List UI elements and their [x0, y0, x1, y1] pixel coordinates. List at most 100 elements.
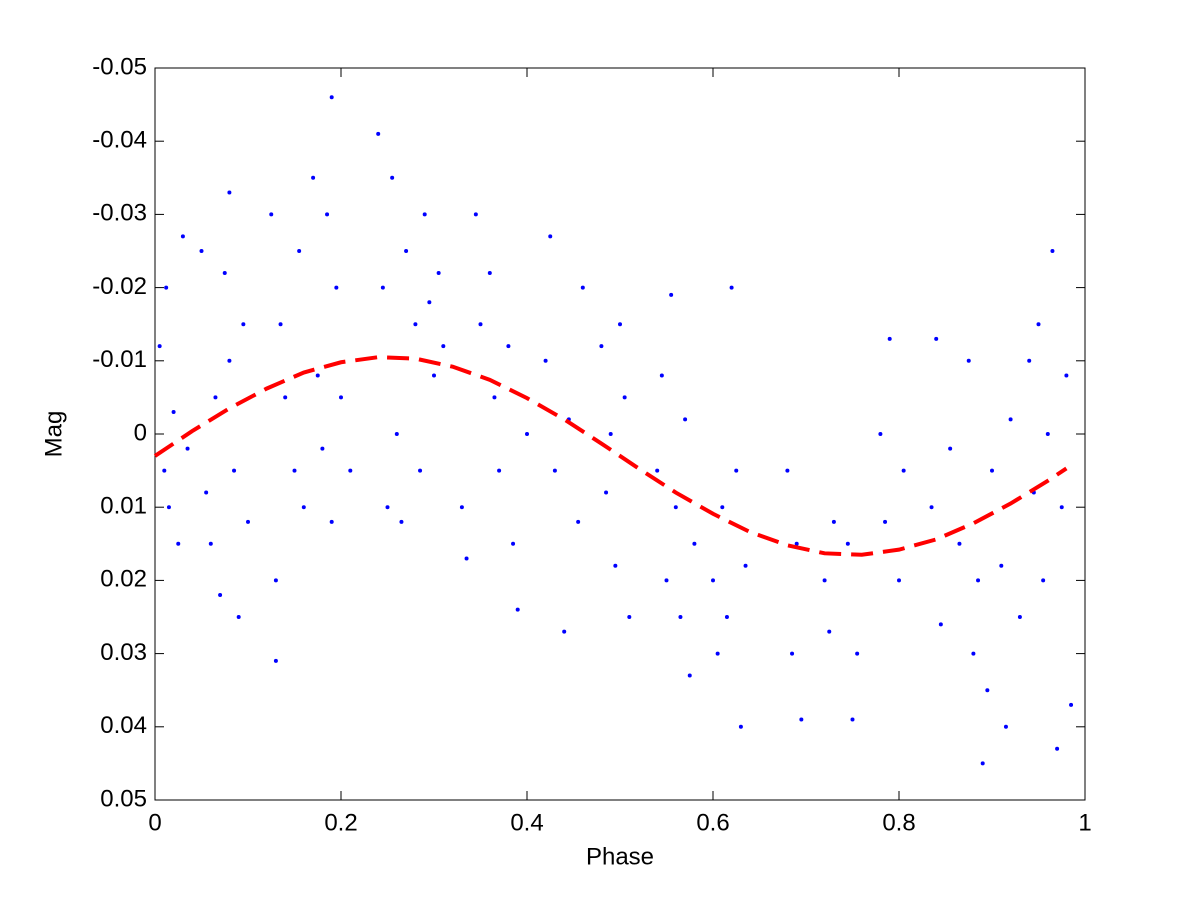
- data-point: [729, 285, 734, 290]
- data-point: [204, 490, 209, 495]
- data-point: [929, 505, 934, 510]
- data-point: [799, 717, 804, 722]
- y-tick-label: 0.01: [100, 493, 147, 520]
- data-point: [166, 505, 171, 510]
- data-point: [459, 505, 464, 510]
- data-point: [162, 468, 167, 473]
- data-point: [887, 336, 892, 341]
- data-point: [678, 615, 683, 619]
- data-point: [692, 541, 697, 546]
- data-point: [669, 292, 674, 297]
- data-point: [576, 519, 581, 524]
- data-point: [199, 249, 204, 253]
- data-point: [427, 300, 432, 305]
- data-point: [222, 270, 227, 275]
- data-point: [292, 468, 297, 473]
- x-tick-label: 0.8: [882, 809, 915, 836]
- data-point: [948, 446, 953, 451]
- data-point: [720, 505, 725, 510]
- data-point: [487, 270, 492, 275]
- data-point: [278, 322, 283, 327]
- data-point: [506, 344, 511, 349]
- data-point: [673, 505, 678, 510]
- data-point: [171, 410, 176, 415]
- data-point: [376, 131, 381, 136]
- data-point: [464, 556, 469, 561]
- data-point: [511, 541, 516, 546]
- y-tick-label: 0.04: [100, 712, 147, 739]
- data-point: [790, 651, 795, 656]
- data-point: [822, 578, 827, 583]
- data-point: [157, 344, 162, 349]
- data-point: [901, 468, 906, 473]
- x-tick-label: 0.4: [510, 809, 543, 836]
- data-point: [618, 322, 622, 327]
- data-point: [1041, 578, 1046, 583]
- data-point: [711, 578, 715, 583]
- data-point: [422, 212, 427, 217]
- data-point: [227, 190, 232, 195]
- data-point: [976, 578, 981, 583]
- data-point: [999, 563, 1004, 568]
- data-point: [283, 395, 288, 400]
- data-point: [297, 249, 302, 253]
- y-tick-label: 0.03: [100, 639, 147, 666]
- data-point: [1069, 702, 1074, 707]
- y-axis-label: Mag: [40, 411, 67, 458]
- data-point: [743, 563, 748, 568]
- data-point: [404, 249, 409, 253]
- data-point: [850, 717, 855, 722]
- fit-line: [153, 355, 1068, 557]
- data-point: [390, 175, 395, 180]
- data-point: [1008, 417, 1013, 422]
- data-point: [236, 615, 241, 619]
- data-point: [664, 578, 669, 583]
- data-point: [492, 395, 497, 400]
- data-point: [329, 519, 334, 524]
- data-point: [311, 175, 316, 180]
- data-point: [432, 373, 436, 378]
- data-point: [543, 358, 548, 363]
- data-point: [441, 344, 446, 349]
- data-point: [320, 446, 325, 451]
- data-point: [525, 432, 529, 436]
- data-point: [325, 212, 330, 217]
- data-point: [827, 629, 832, 634]
- y-tick-label: -0.01: [92, 346, 147, 373]
- data-point: [580, 285, 585, 290]
- data-point: [1017, 615, 1022, 619]
- data-point: [176, 541, 181, 546]
- x-tick-label: 0: [148, 809, 161, 836]
- data-point: [269, 212, 274, 217]
- data-point: [552, 468, 557, 473]
- data-point: [329, 95, 334, 100]
- y-tick-label: -0.02: [92, 273, 147, 300]
- data-point: [683, 417, 688, 422]
- data-point: [734, 468, 739, 473]
- data-point: [385, 505, 390, 510]
- data-point: [608, 432, 613, 436]
- data-point: [1055, 746, 1060, 751]
- data-point: [785, 468, 790, 473]
- data-point: [985, 688, 990, 693]
- data-point: [241, 322, 246, 327]
- data-point: [659, 373, 664, 378]
- data-point: [380, 285, 385, 290]
- data-point: [399, 519, 404, 524]
- data-point: [655, 468, 660, 473]
- data-point: [957, 541, 962, 546]
- data-point: [845, 541, 850, 546]
- data-point: [1050, 249, 1055, 253]
- data-point: [164, 285, 169, 290]
- data-point: [897, 578, 901, 583]
- data-point: [604, 490, 609, 495]
- data-point: [246, 519, 250, 524]
- data-point: [622, 395, 627, 400]
- data-point: [1045, 432, 1050, 436]
- data-point: [339, 395, 343, 400]
- y-tick-label: -0.03: [92, 200, 147, 227]
- data-point: [413, 322, 418, 327]
- data-point: [599, 344, 604, 349]
- data-point: [966, 358, 971, 363]
- y-tick-label: -0.04: [92, 127, 147, 154]
